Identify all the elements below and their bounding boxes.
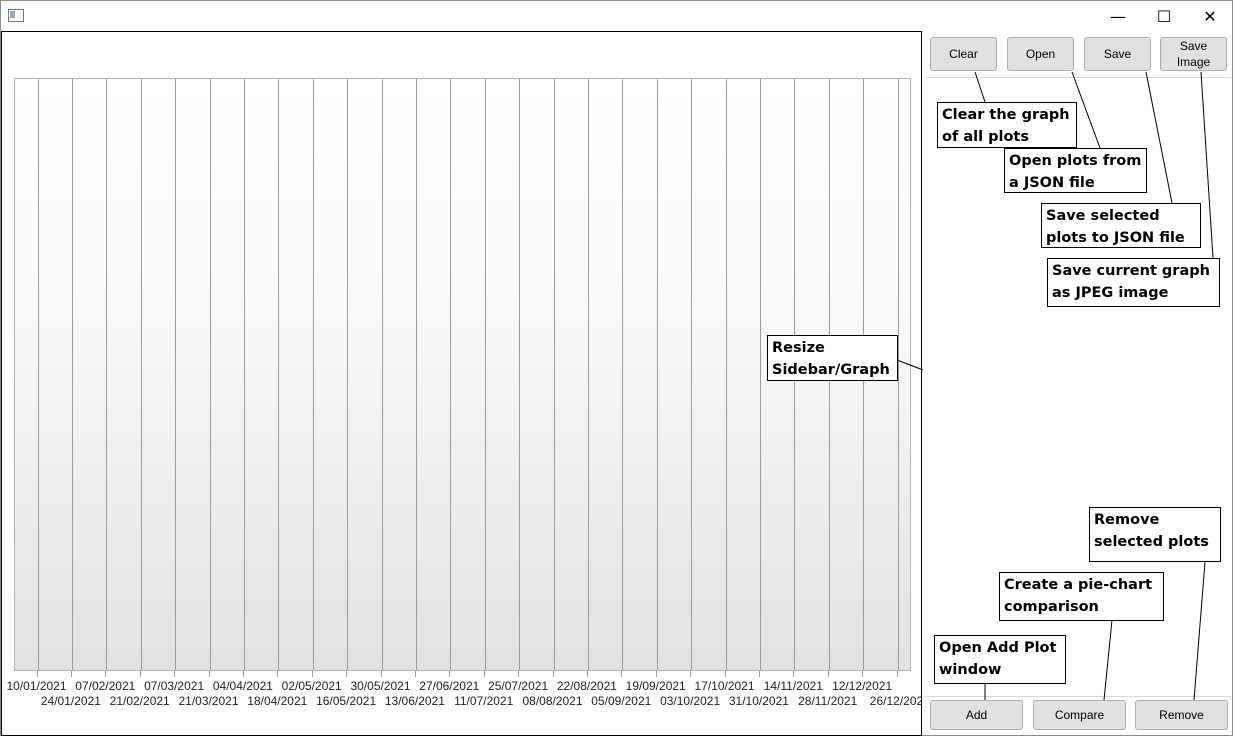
callout-open: Open plots from a JSON file — [1004, 148, 1147, 193]
callout-save: Save selected plots to JSON file — [1041, 203, 1201, 248]
callout-resize: Resize Sidebar/Graph — [767, 335, 898, 381]
x-tick — [449, 671, 451, 677]
gridline — [140, 79, 142, 670]
save-button[interactable]: Save — [1084, 37, 1151, 71]
title-bar[interactable]: — ☐ ✕ — [1, 1, 1232, 31]
minimize-button[interactable]: — — [1110, 6, 1126, 26]
x-tick — [380, 671, 382, 677]
gridline — [347, 79, 349, 670]
gridline — [381, 79, 383, 670]
callout-compare: Create a pie-chart comparison — [999, 572, 1164, 621]
open-button[interactable]: Open — [1007, 37, 1074, 71]
callout-clear: Clear the graph of all plots — [937, 102, 1077, 148]
x-tick-label: 25/07/2021 — [488, 679, 549, 693]
compare-button[interactable]: Compare — [1033, 700, 1126, 730]
x-tick — [518, 671, 520, 677]
x-tick-label: 10/01/2021 — [6, 679, 67, 693]
x-tick — [862, 671, 864, 677]
x-tick — [758, 671, 760, 677]
gridline — [553, 79, 555, 670]
x-tick — [793, 671, 795, 677]
x-tick-label: 24/01/2021 — [40, 694, 101, 708]
plot-area[interactable] — [14, 78, 911, 671]
x-tick — [208, 671, 210, 677]
gridline — [209, 79, 211, 670]
x-tick — [724, 671, 726, 677]
x-tick-label: 17/10/2021 — [694, 679, 755, 693]
gridline — [415, 79, 417, 670]
x-tick — [827, 671, 829, 677]
x-tick-label: 11/07/2021 — [454, 694, 514, 708]
gridline — [243, 79, 245, 670]
x-tick — [655, 671, 657, 677]
clear-button[interactable]: Clear — [930, 37, 997, 71]
gridline — [656, 79, 658, 670]
gridline — [691, 79, 693, 670]
x-tick — [621, 671, 623, 677]
x-tick — [311, 671, 313, 677]
gridline — [106, 79, 108, 670]
gridline — [450, 79, 452, 670]
save-image-button[interactable]: Save Image — [1160, 37, 1227, 71]
callout-add: Open Add Plot window — [934, 635, 1066, 684]
gridline — [175, 79, 177, 670]
x-tick-label: 12/12/2021 — [832, 679, 893, 693]
x-tick-label: 28/11/2021 — [798, 694, 858, 708]
x-tick — [414, 671, 416, 677]
graph-area[interactable]: 10/01/2021 24/01/2021 07/02/2021 21/02/2021… — [1, 31, 922, 736]
gridline — [587, 79, 589, 670]
gridline — [312, 79, 314, 670]
x-tick-label: 21/03/2021 — [178, 694, 239, 708]
maximize-button[interactable]: ☐ — [1156, 6, 1172, 26]
x-tick-label: 31/10/2021 — [728, 694, 789, 708]
close-button[interactable]: ✕ — [1203, 6, 1217, 26]
x-tick-label: 19/09/2021 — [625, 679, 686, 693]
x-tick — [105, 671, 107, 677]
x-tick-label: 03/10/2021 — [660, 694, 721, 708]
callout-remove: Remove selected plots — [1089, 507, 1221, 562]
x-tick-label: 30/05/2021 — [350, 679, 411, 693]
gridline — [725, 79, 727, 670]
x-tick — [36, 671, 38, 677]
x-tick — [242, 671, 244, 677]
x-tick-label: 16/05/2021 — [316, 694, 377, 708]
x-tick — [139, 671, 141, 677]
x-tick-label: 21/02/2021 — [109, 694, 170, 708]
x-tick — [483, 671, 485, 677]
x-tick-label: 04/04/2021 — [212, 679, 273, 693]
gridline — [519, 79, 521, 670]
x-tick-label: 27/06/2021 — [419, 679, 480, 693]
gridline — [37, 79, 39, 670]
x-tick-label: 13/06/2021 — [384, 694, 445, 708]
callout-save-image: Save current graph as JPEG image — [1047, 258, 1220, 307]
x-tick — [174, 671, 176, 677]
x-tick — [552, 671, 554, 677]
app-icon — [8, 9, 24, 22]
x-tick — [896, 671, 898, 677]
x-tick-label: 05/09/2021 — [591, 694, 652, 708]
x-tick-label: 07/02/2021 — [75, 679, 136, 693]
x-tick-label: 02/05/2021 — [281, 679, 342, 693]
x-tick-label: 26/12/202 — [869, 694, 922, 708]
x-tick — [586, 671, 588, 677]
x-tick-label: 08/08/2021 — [522, 694, 583, 708]
gridline — [759, 79, 761, 670]
gridline — [71, 79, 73, 670]
gridline — [484, 79, 486, 670]
x-tick — [346, 671, 348, 677]
gridline — [278, 79, 280, 670]
x-tick-label: 22/08/2021 — [556, 679, 617, 693]
x-tick-label: 18/04/2021 — [247, 694, 308, 708]
remove-button[interactable]: Remove — [1135, 700, 1228, 730]
x-tick — [277, 671, 279, 677]
x-tick — [70, 671, 72, 677]
gridline — [622, 79, 624, 670]
gridline — [897, 79, 899, 670]
x-tick-label: 14/11/2021 — [763, 679, 823, 693]
add-button[interactable]: Add — [930, 700, 1023, 730]
x-tick — [690, 671, 692, 677]
x-tick-label: 07/03/2021 — [144, 679, 205, 693]
